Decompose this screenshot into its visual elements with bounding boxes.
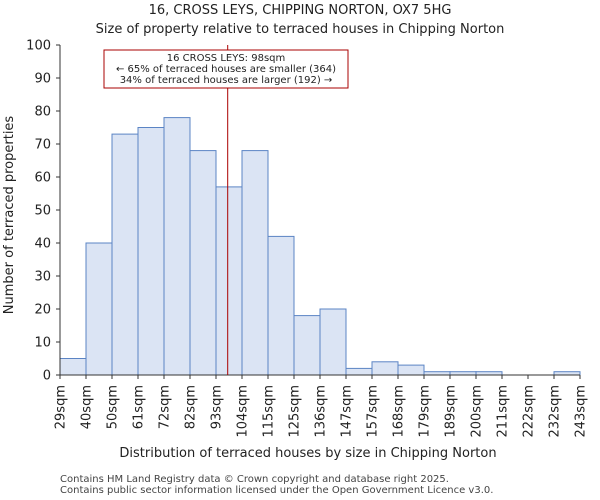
y-tick-label: 60: [34, 171, 51, 186]
x-tick-label: 189sqm: [444, 385, 459, 438]
attribution-footer: Contains HM Land Registry data © Crown c…: [60, 474, 493, 496]
histogram-bar: [397, 364, 425, 376]
y-tick-label: 20: [34, 303, 51, 318]
annotation-text: ← 65% of terraced houses are smaller (36…: [116, 64, 336, 75]
annotation-text: 16 CROSS LEYS: 98sqm: [167, 53, 286, 64]
x-tick-label: 115sqm: [262, 385, 277, 438]
x-tick-label: 82sqm: [184, 385, 199, 429]
x-tick-label: 61sqm: [132, 385, 147, 429]
footer-line-2: Contains public sector information licen…: [60, 485, 494, 496]
histogram-bar: [371, 361, 399, 376]
x-tick-label: 104sqm: [236, 385, 251, 438]
x-tick-label: 232sqm: [548, 385, 563, 438]
x-tick-label: 136sqm: [314, 385, 329, 438]
y-axis-label: Number of terraced properties: [2, 116, 17, 315]
histogram-bar: [111, 133, 139, 376]
histogram-bar: [319, 308, 347, 376]
x-tick-label: 29sqm: [54, 385, 69, 429]
histogram-chart: 16, CROSS LEYS, CHIPPING NORTON, OX7 5HG…: [2, 3, 589, 461]
y-tick-label: 90: [34, 72, 51, 87]
histogram-bar: [59, 358, 87, 376]
x-tick-label: 50sqm: [106, 385, 121, 429]
x-axis-label: Distribution of terraced houses by size …: [119, 446, 496, 461]
histogram-bar: [163, 117, 191, 376]
chart-title: 16, CROSS LEYS, CHIPPING NORTON, OX7 5HG: [149, 3, 452, 18]
x-tick-label: 222sqm: [522, 385, 537, 438]
histogram-bar: [215, 186, 243, 376]
y-tick-label: 80: [34, 105, 51, 120]
y-tick-label: 50: [34, 204, 51, 219]
x-tick-label: 179sqm: [418, 385, 433, 438]
x-tick-label: 200sqm: [470, 385, 485, 438]
y-tick-label: 100: [26, 39, 51, 54]
x-tick-label: 157sqm: [366, 385, 381, 438]
y-tick-label: 40: [34, 237, 51, 252]
y-tick-label: 10: [34, 336, 51, 351]
annotation-box: [103, 49, 349, 89]
chart-subtitle: Size of property relative to terraced ho…: [96, 22, 505, 37]
histogram-bar: [241, 150, 269, 376]
y-tick-label: 30: [34, 270, 51, 285]
x-tick-label: 93sqm: [210, 385, 225, 429]
histogram-bar: [267, 235, 295, 376]
histogram-bar: [189, 150, 217, 376]
x-tick-label: 211sqm: [496, 385, 511, 438]
histogram-bar: [137, 127, 165, 376]
x-tick-label: 168sqm: [392, 385, 407, 438]
y-tick-label: 0: [43, 369, 51, 384]
x-tick-label: 243sqm: [574, 385, 589, 438]
histogram-bar: [345, 367, 373, 376]
footer-line-1: Contains HM Land Registry data © Crown c…: [60, 474, 449, 485]
x-tick-label: 125sqm: [288, 385, 303, 438]
histogram-bar: [85, 242, 113, 376]
x-tick-label: 147sqm: [340, 385, 355, 438]
histogram-bar: [293, 315, 321, 376]
y-tick-label: 70: [34, 138, 51, 153]
x-tick-label: 40sqm: [80, 385, 95, 429]
annotation-text: 34% of terraced houses are larger (192) …: [120, 75, 333, 86]
x-tick-label: 72sqm: [158, 385, 173, 429]
